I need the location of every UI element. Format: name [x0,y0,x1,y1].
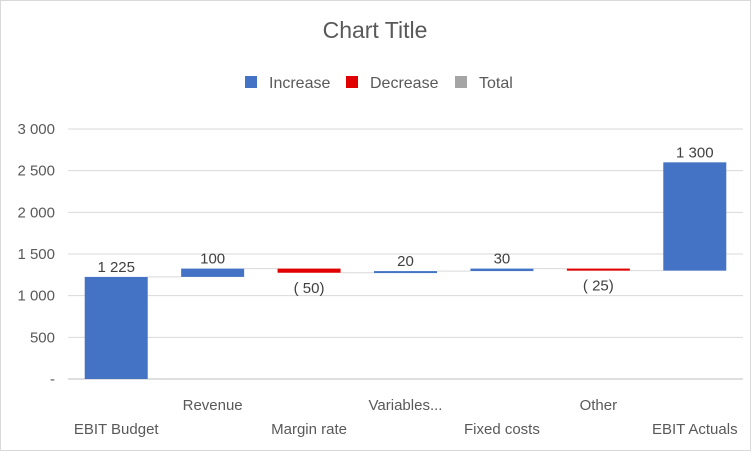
x-tick-label: EBIT Actuals [652,421,738,438]
y-tick-label: 2 000 [17,204,55,221]
bar-fixed-costs [470,268,534,272]
y-tick-label: 2 500 [17,163,55,180]
data-label: 30 [494,251,511,268]
y-tick-label: 3 000 [17,121,55,138]
y-tick-label: 1 500 [17,246,55,263]
bar-ebit-budget [84,276,148,379]
legend-swatch-increase [245,76,257,88]
bars [84,162,727,379]
gridlines [68,128,743,380]
connector-lines [147,268,664,278]
legend: Increase Decrease Total [245,75,513,92]
bar-variables [374,271,437,274]
data-label: 1 225 [97,259,135,276]
legend-label-decrease: Decrease [370,75,439,92]
legend-swatch-total [455,76,467,88]
y-tick-label: 500 [30,329,55,346]
data-label: ( 50) [294,280,325,297]
bar-revenue [181,268,245,277]
data-label: ( 25) [583,278,614,295]
legend-label-increase: Increase [269,75,330,92]
bar-other [566,268,630,271]
x-axis: EBIT Budget Revenue Margin rate Variables..… [74,397,738,438]
data-label: 100 [200,251,225,268]
y-axis: - 500 1 000 1 500 2 000 2 500 3 000 [17,121,55,388]
chart-title: Chart Title [323,17,428,43]
x-tick-label: Fixed costs [464,421,540,438]
x-tick-label: Variables... [369,397,443,414]
x-tick-label: EBIT Budget [74,421,160,438]
bar-margin-rate [277,268,341,273]
data-label: 20 [397,253,414,270]
legend-swatch-decrease [346,76,358,88]
data-labels: 1 225 100 ( 50) 20 30 ( 25) 1 300 [97,144,713,296]
x-tick-label: Margin rate [271,421,347,438]
x-tick-label: Other [580,397,618,414]
x-tick-label: Revenue [183,397,243,414]
y-tick-label: - [50,371,55,388]
y-tick-label: 1 000 [17,288,55,305]
data-label: 1 300 [676,144,714,161]
legend-label-total: Total [479,75,513,92]
bar-ebit-actuals [663,162,727,271]
